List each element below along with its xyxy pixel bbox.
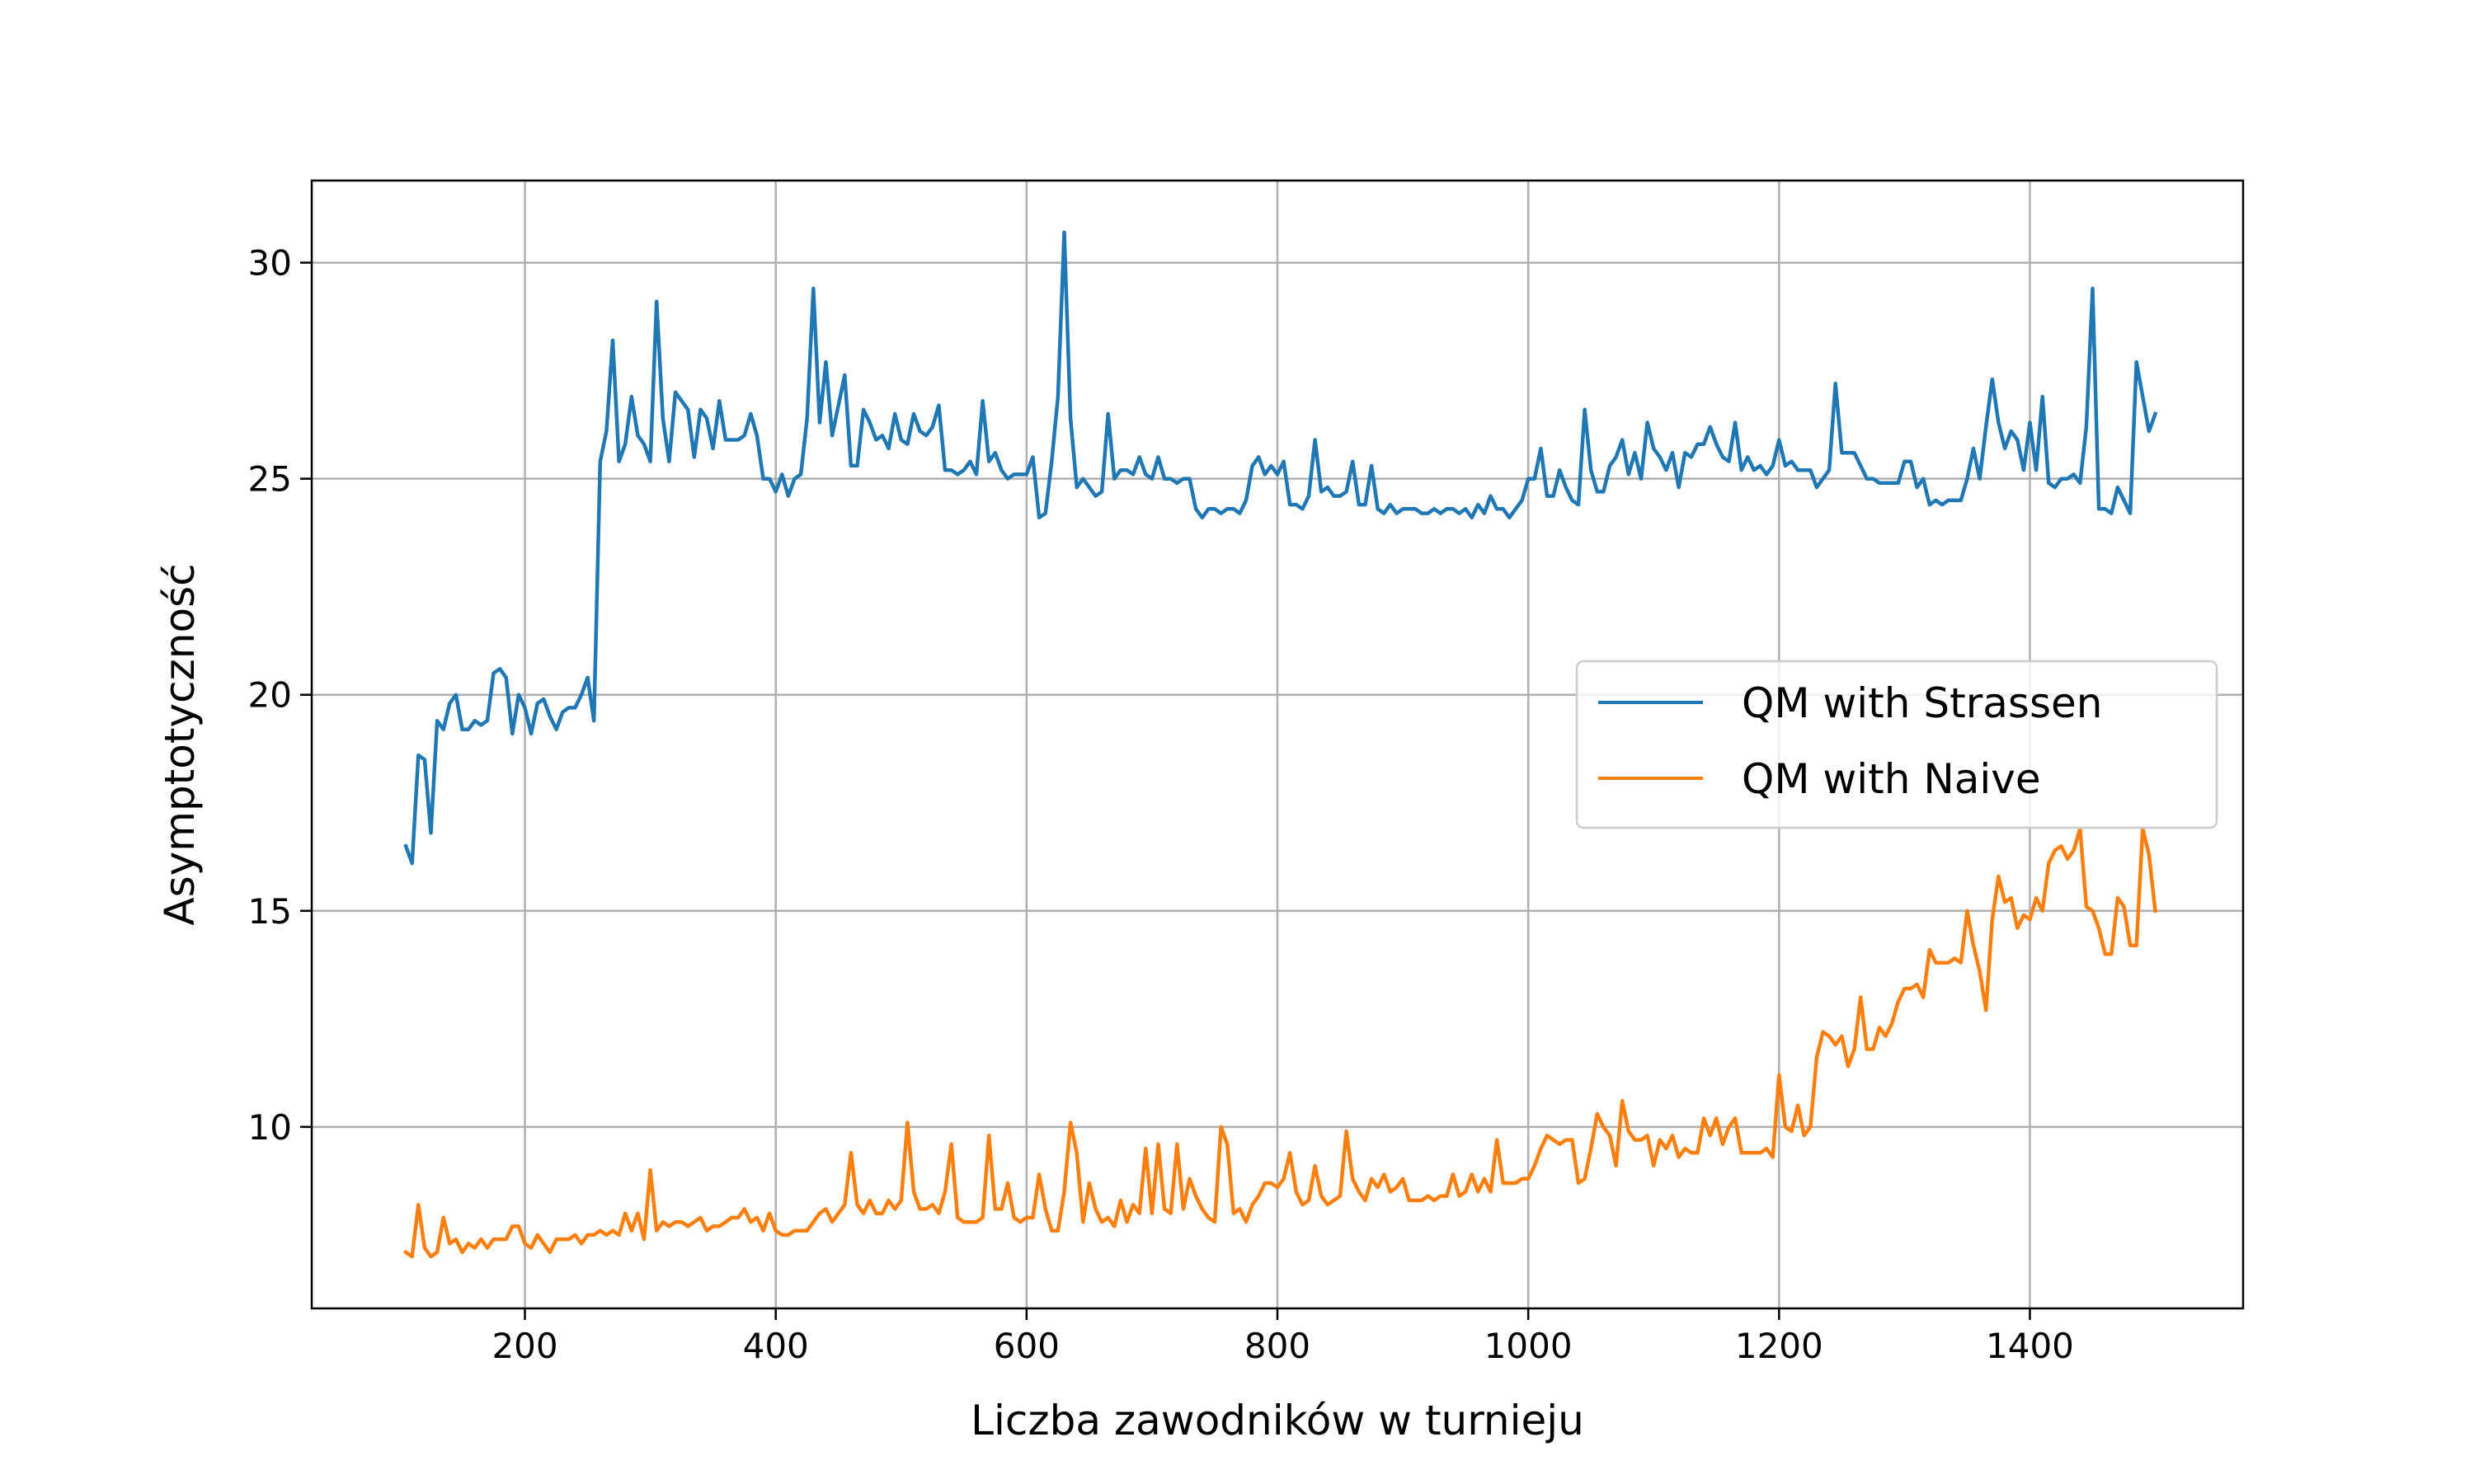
- series-line-1: [402, 826, 2157, 1259]
- x-tick-label: 1200: [1735, 1326, 1823, 1366]
- y-tick-label: 30: [248, 243, 292, 284]
- x-tick-label: 1000: [1484, 1326, 1573, 1366]
- x-tick-label: 1400: [1986, 1326, 2074, 1366]
- x-axis-label: Liczba zawodników w turnieju: [971, 1397, 1584, 1444]
- series-line-0: [403, 230, 2158, 866]
- legend-box: [1575, 660, 2218, 829]
- x-tick-label: 400: [743, 1326, 809, 1366]
- legend: QM with Strassen QM with Naive: [1575, 660, 2218, 829]
- series-lines: [402, 230, 2158, 1259]
- y-tick-label: 20: [248, 675, 292, 716]
- legend-label-naive: QM with Naive: [1742, 755, 2041, 803]
- y-tick-label: 25: [248, 459, 292, 500]
- x-tick-label: 800: [1244, 1326, 1310, 1366]
- x-tick-label: 200: [492, 1326, 557, 1366]
- axis-ticks: 200 400 600 800 1000 1200 1400 10 15 20 25 30: [248, 243, 2074, 1366]
- y-tick-label: 10: [248, 1107, 292, 1148]
- legend-label-strassen: QM with Strassen: [1742, 679, 2102, 727]
- x-tick-label: 600: [994, 1326, 1060, 1366]
- y-tick-label: 15: [248, 891, 292, 932]
- y-axis-label: Asymptotyczność: [156, 563, 204, 925]
